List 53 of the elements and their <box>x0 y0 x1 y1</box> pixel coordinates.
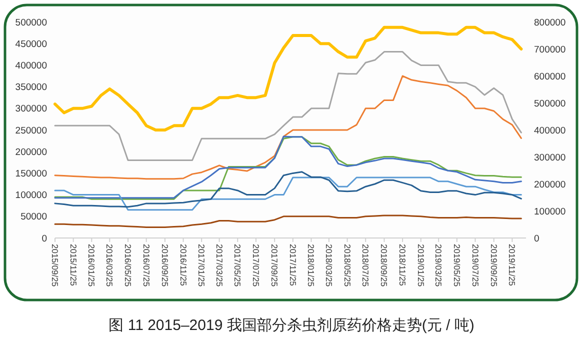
x-tick-label: 2019/05/25 <box>452 244 462 287</box>
y-tick-label: 100000 <box>15 190 47 202</box>
x-tick-label: 2018/05/25 <box>342 244 352 287</box>
x-tick-label: 2016/07/25 <box>141 244 152 287</box>
y-tick-label: 400000 <box>15 60 47 72</box>
line-series <box>54 75 522 180</box>
x-tick-label: 2016/05/25 <box>123 244 134 287</box>
x-tick-label: 2017/03/25 <box>214 244 224 287</box>
x-tick-label: 2018/11/25 <box>398 244 408 286</box>
x-tick-label: 2018/07/25 <box>360 244 371 287</box>
line-series <box>54 176 522 211</box>
y2-tick-label: 100000 <box>534 206 566 218</box>
y2-tick-label: 800000 <box>534 17 566 28</box>
y-tick-label: 450000 <box>15 38 47 50</box>
y2-tick-label: 0 <box>534 233 540 244</box>
y2-tick-label: 400000 <box>534 125 566 136</box>
x-tick-label: 2019/03/25 <box>434 244 444 287</box>
y-tick-label: 350000 <box>15 82 47 94</box>
x-tick-label: 2019/09/25 <box>488 244 499 287</box>
y-tick-label: 50000 <box>20 212 47 223</box>
x-tick-label: 2019/01/25 <box>416 244 426 287</box>
x-tick-label: 2015/11/25 <box>68 244 78 286</box>
y-tick-label: 150000 <box>15 168 47 180</box>
y-tick-label: 500000 <box>15 17 47 28</box>
y2-tick-label: 200000 <box>534 179 566 190</box>
x-tick-label: 2019/07/25 <box>470 244 480 287</box>
y2-tick-label: 600000 <box>534 71 566 82</box>
x-tick-label: 2018/01/25 <box>306 244 316 287</box>
y2-tick-label: 700000 <box>534 44 566 56</box>
y-tick-label: 0 <box>42 233 47 244</box>
x-tick-label: 2019/11/25 <box>507 244 518 286</box>
x-tick-label: 2017/05/25 <box>232 244 243 287</box>
x-tick-label: 2016/09/25 <box>160 244 170 287</box>
y2-tick-label: 500000 <box>534 98 566 110</box>
x-tick-label: 2018/09/25 <box>379 244 390 287</box>
x-tick-label: 2017/11/25 <box>288 244 298 286</box>
x-tick-label: 2016/03/25 <box>104 244 115 287</box>
line-series <box>54 171 522 208</box>
line-series <box>54 51 522 161</box>
x-tick-label: 2016/11/25 <box>178 244 188 286</box>
x-tick-label: 2017/01/25 <box>196 244 207 287</box>
y2-tick-label: 300000 <box>534 152 566 164</box>
line-series <box>54 26 523 132</box>
x-tick-label: 2018/03/25 <box>324 244 334 287</box>
x-tick-label: 2015/09/25 <box>50 244 60 287</box>
x-tick-label: 2016/01/25 <box>86 244 97 287</box>
text: 图 11 2015–2019 我国部分杀虫剂原药价格走势(元 / 吨) <box>108 317 474 334</box>
y-tick-label: 200000 <box>15 146 47 158</box>
y-tick-label: 250000 <box>15 125 47 136</box>
x-tick-label: 2017/07/25 <box>250 244 261 287</box>
x-tick-label: 2017/09/25 <box>270 244 280 287</box>
line-series <box>54 214 522 228</box>
y-tick-label: 300000 <box>15 104 47 115</box>
